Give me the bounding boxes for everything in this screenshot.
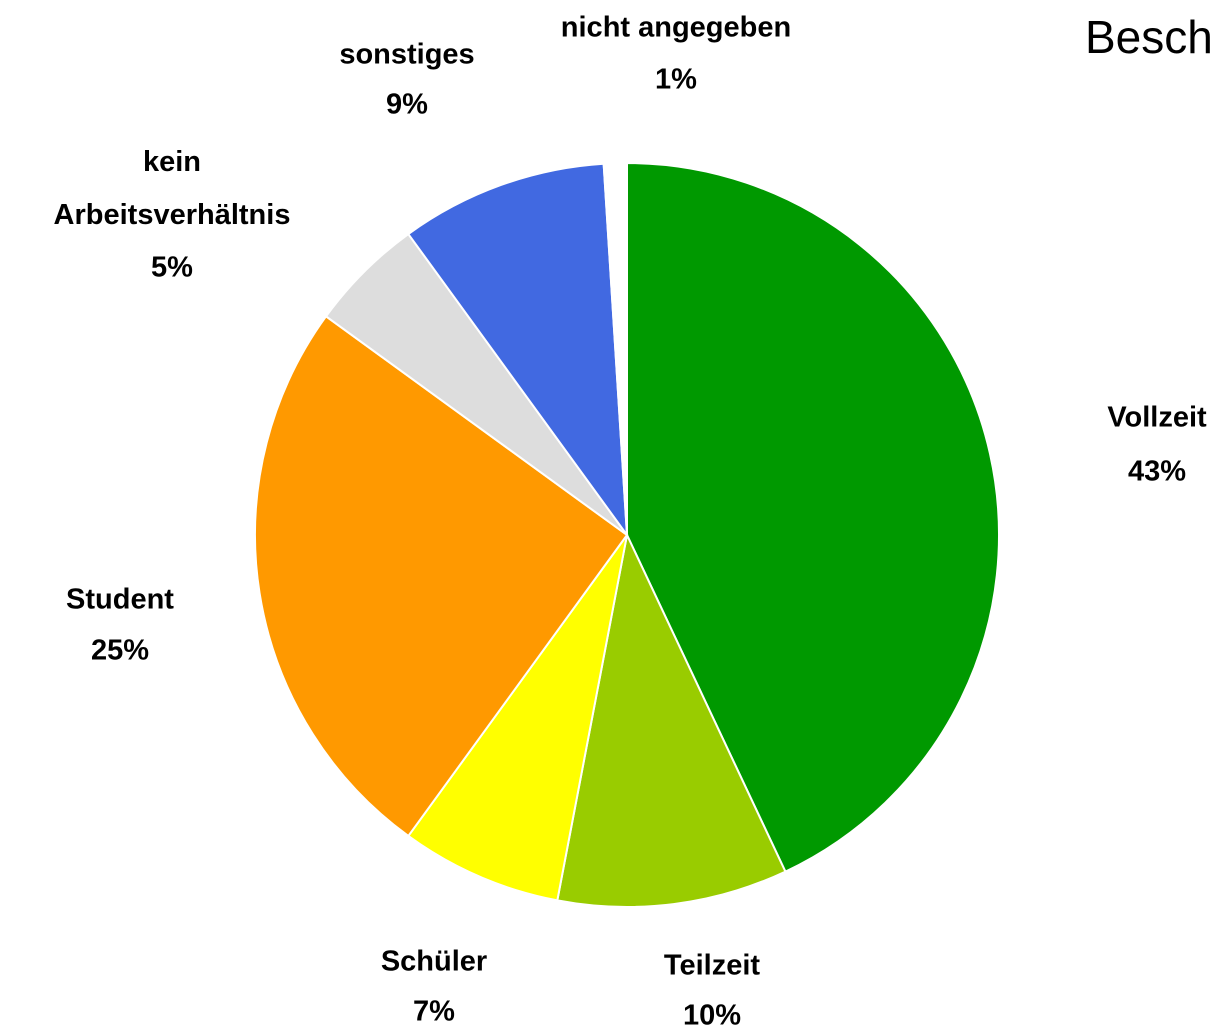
value-label: 1% [655,63,697,96]
slice-label: sonstiges [339,38,475,71]
value-label: 9% [386,88,428,121]
pie-slice [556,531,787,908]
value-label: 10% [682,999,742,1030]
slice-label: nicht angegeben [560,11,792,44]
pie-slice [254,314,629,838]
slice-label: Student [66,583,174,616]
slice-label: Schüler [380,945,488,978]
slice-label: kein Arbeitsverhältnis [53,146,291,231]
pie-slice [406,534,628,902]
value-label: 7% [413,995,455,1028]
chart-title: Besch [1085,11,1213,63]
slice-label: Teilzeit [663,949,761,982]
pie-slice [626,161,1000,873]
pie-slice [406,162,629,539]
pie-slice [602,161,628,536]
value-label: 5% [151,251,193,284]
slice-label: Vollzeit [1107,401,1207,434]
value-label: 25% [90,634,150,667]
value-label: 43% [1127,455,1187,488]
